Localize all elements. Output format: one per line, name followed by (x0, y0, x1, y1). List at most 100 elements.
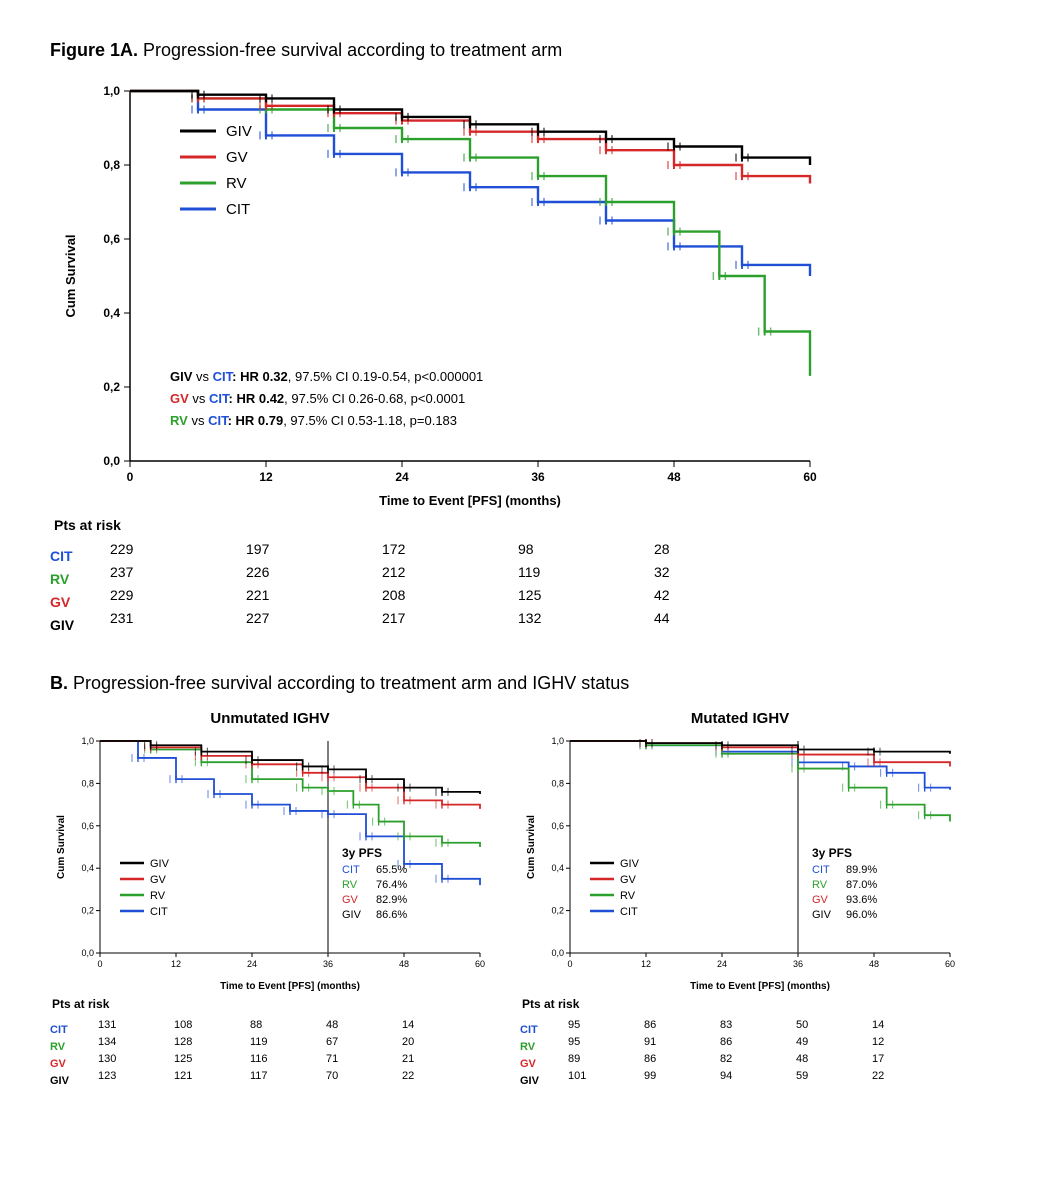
figure-b-right-chart: 012243648600,00,20,40,60,81,0Time to Eve… (520, 733, 960, 993)
risk-row: GIV10199945922 (520, 1070, 960, 1087)
risk-row: RV1341281196720 (50, 1036, 490, 1053)
risk-row: GV1301251167121 (50, 1053, 490, 1070)
svg-text:12: 12 (641, 959, 651, 969)
svg-text:0: 0 (567, 959, 572, 969)
risk-row: RV9591864912 (520, 1036, 960, 1053)
svg-text:0,0: 0,0 (103, 454, 120, 468)
risk-row: CIT131108884814 (50, 1019, 490, 1036)
svg-text:Cum Survival: Cum Survival (63, 234, 78, 317)
risk-row-label: GIV (50, 1075, 96, 1087)
svg-text:89.9%: 89.9% (846, 864, 877, 876)
risk-row: GIV1231211177022 (50, 1070, 490, 1087)
risk-cell: 22 (872, 1070, 884, 1082)
risk-cell: 89 (568, 1053, 580, 1065)
svg-text:24: 24 (247, 959, 257, 969)
svg-text:Time to Event [PFS] (months): Time to Event [PFS] (months) (220, 981, 360, 992)
risk-cell: 83 (720, 1019, 732, 1031)
risk-cell: 50 (796, 1019, 808, 1031)
svg-text:RV: RV (226, 175, 247, 192)
svg-text:GIV: GIV (342, 909, 362, 921)
risk-cell: 108 (174, 1019, 192, 1031)
risk-row-label: RV (50, 1041, 96, 1053)
svg-text:RV vs CIT: HR 0.79, 97.5% CI 0: RV vs CIT: HR 0.79, 97.5% CI 0.53-1.18, … (170, 413, 457, 428)
risk-row-label: GIV (50, 617, 108, 633)
risk-row-label: CIT (50, 548, 108, 564)
risk-cell: 217 (382, 610, 405, 626)
svg-text:Cum Survival: Cum Survival (526, 815, 537, 879)
svg-text:82.9%: 82.9% (376, 894, 407, 906)
risk-cell: 123 (98, 1070, 116, 1082)
risk-cell: 22 (402, 1070, 414, 1082)
svg-text:36: 36 (531, 470, 545, 484)
svg-text:65.5%: 65.5% (376, 864, 407, 876)
risk-row-label: CIT (50, 1024, 96, 1036)
svg-text:RV: RV (150, 890, 166, 902)
risk-cell: 231 (110, 610, 133, 626)
svg-text:60: 60 (803, 470, 817, 484)
risk-cell: 88 (250, 1019, 262, 1031)
risk-cell: 172 (382, 541, 405, 557)
svg-text:GV: GV (620, 874, 637, 886)
svg-text:Time to Event [PFS] (months): Time to Event [PFS] (months) (379, 493, 561, 508)
figure-b-right-title: Mutated IGHV (520, 710, 960, 727)
figure-b-left: Unmutated IGHV 012243648600,00,20,40,60,… (50, 710, 490, 1087)
risk-cell: 95 (568, 1019, 580, 1031)
svg-text:GIV: GIV (620, 858, 640, 870)
figure-b-title: B. Progression-free survival according t… (50, 673, 1005, 694)
svg-text:RV: RV (342, 879, 358, 891)
svg-text:86.6%: 86.6% (376, 909, 407, 921)
svg-text:0,0: 0,0 (81, 948, 94, 958)
svg-text:36: 36 (793, 959, 803, 969)
svg-text:0,6: 0,6 (551, 821, 564, 831)
risk-cell: 49 (796, 1036, 808, 1048)
svg-text:3y PFS: 3y PFS (812, 846, 852, 860)
risk-cell: 70 (326, 1070, 338, 1082)
svg-text:0,2: 0,2 (103, 380, 120, 394)
svg-text:76.4%: 76.4% (376, 879, 407, 891)
figure-b-panel: Unmutated IGHV 012243648600,00,20,40,60,… (50, 710, 1005, 1087)
risk-cell: 91 (644, 1036, 656, 1048)
svg-text:0: 0 (97, 959, 102, 969)
risk-cell: 131 (98, 1019, 116, 1031)
svg-text:93.6%: 93.6% (846, 894, 877, 906)
svg-text:CIT: CIT (342, 864, 360, 876)
svg-text:3y PFS: 3y PFS (342, 846, 382, 860)
risk-cell: 226 (246, 564, 269, 580)
figure-b-left-risk-table: CIT131108884814RV1341281196720GV13012511… (50, 1019, 490, 1087)
svg-text:87.0%: 87.0% (846, 879, 877, 891)
figure-b-left-risk-header: Pts at risk (52, 997, 490, 1011)
svg-text:Time to Event [PFS] (months): Time to Event [PFS] (months) (690, 981, 830, 992)
svg-text:24: 24 (717, 959, 727, 969)
risk-cell: 82 (720, 1053, 732, 1065)
svg-text:0,8: 0,8 (81, 778, 94, 788)
risk-row-label: RV (50, 571, 108, 587)
risk-row: GIV23122721713244 (50, 610, 1005, 633)
svg-text:Cum Survival: Cum Survival (56, 815, 67, 879)
risk-cell: 32 (654, 564, 670, 580)
svg-text:0,4: 0,4 (103, 306, 120, 320)
risk-row: GV22922120812542 (50, 587, 1005, 610)
risk-row-label: GIV (520, 1075, 566, 1087)
svg-text:36: 36 (323, 959, 333, 969)
svg-text:1,0: 1,0 (81, 736, 94, 746)
svg-text:24: 24 (395, 470, 409, 484)
svg-text:GV: GV (150, 874, 167, 886)
svg-text:GV: GV (226, 149, 248, 166)
risk-cell: 12 (872, 1036, 884, 1048)
risk-row: RV23722621211932 (50, 564, 1005, 587)
risk-row-label: CIT (520, 1024, 566, 1036)
figure-b-left-chart: 012243648600,00,20,40,60,81,0Time to Eve… (50, 733, 490, 993)
svg-text:0,0: 0,0 (551, 948, 564, 958)
risk-cell: 86 (720, 1036, 732, 1048)
risk-cell: 229 (110, 587, 133, 603)
svg-text:0,2: 0,2 (551, 906, 564, 916)
risk-cell: 134 (98, 1036, 116, 1048)
risk-row-label: GV (50, 594, 108, 610)
svg-text:60: 60 (475, 959, 485, 969)
risk-cell: 130 (98, 1053, 116, 1065)
svg-text:CIT: CIT (620, 906, 638, 918)
figure-b-right-risk-header: Pts at risk (522, 997, 960, 1011)
figure-a-chart: 012243648600,00,20,40,60,81,0Time to Eve… (50, 81, 1005, 511)
risk-cell: 125 (518, 587, 541, 603)
risk-cell: 229 (110, 541, 133, 557)
